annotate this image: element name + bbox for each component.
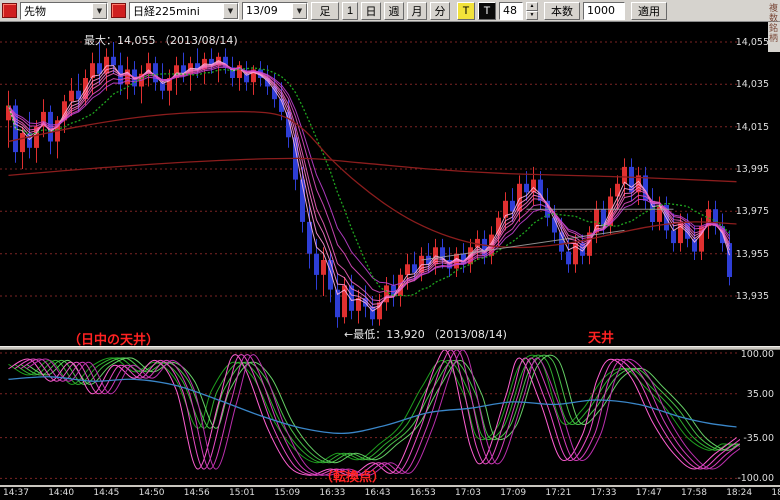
- oscillator-axis-label: -100.00: [737, 473, 774, 485]
- time-axis-label: 15:01: [229, 488, 255, 498]
- time-axis-label: 17:33: [590, 488, 617, 498]
- spinner-down-icon[interactable]: ▼: [526, 10, 538, 20]
- contract-month-value: 13/09: [246, 4, 278, 17]
- chevron-down-icon: ▼: [292, 2, 307, 19]
- ema-ribbon-layer: [8, 60, 730, 312]
- tick-black-button[interactable]: T: [478, 1, 496, 20]
- time-axis-label: 14:56: [183, 488, 210, 498]
- trendline-layer: [421, 208, 674, 261]
- time-axis-label: 17:09: [500, 488, 527, 498]
- tick-button[interactable]: T: [457, 1, 475, 20]
- time-axis-label: 16:53: [409, 488, 436, 498]
- ceiling-right-annotation: 天井: [588, 331, 615, 346]
- price-axis-label: 14,035: [735, 79, 769, 91]
- price-axis-label: 13,935: [735, 291, 769, 302]
- oscillator-gridlines: [0, 352, 740, 479]
- price-axis-label: 14,055: [735, 37, 769, 48]
- symbol-select[interactable]: 日経225mini ▼: [129, 1, 239, 20]
- instrument-red-square-icon[interactable]: [2, 3, 17, 18]
- period-button-1[interactable]: 1: [342, 1, 358, 20]
- multi-symbol-vertical-label[interactable]: 複数銘柄: [767, 3, 777, 43]
- price-chart-svg: [0, 41, 740, 328]
- bars-button[interactable]: 本数: [544, 1, 580, 20]
- symbol-red-square-icon[interactable]: [111, 3, 126, 18]
- oscillator-magenta-lines: [8, 349, 755, 476]
- chevron-down-icon: ▼: [92, 2, 107, 19]
- time-axis-label: 14:40: [48, 488, 75, 498]
- price-gridlines: [0, 41, 740, 297]
- oscillator-green-lines: [8, 354, 755, 464]
- time-axis-label: 14:45: [93, 488, 120, 498]
- time-axis-label: 16:43: [364, 488, 391, 498]
- price-axis-label: 13,995: [735, 164, 769, 175]
- price-axis-label: 14,015: [735, 121, 769, 133]
- oscillator-axis: 100.00 35.00 -35.00 -100.00: [737, 349, 780, 485]
- time-axis-label: 14:37: [3, 488, 29, 498]
- time-axis: 14:37 14:40 14:45 14:50 14:56 15:01 15:09 16:33…: [0, 487, 780, 500]
- oscillator-axis-label: -35.00: [743, 432, 774, 444]
- pane-splitter[interactable]: [0, 346, 780, 350]
- oscillator-pane[interactable]: （転換点）: [0, 349, 755, 485]
- red-ma-layer: [8, 110, 737, 249]
- time-axis-label: 16:33: [319, 488, 346, 498]
- price-axis-label: 13,975: [735, 206, 769, 218]
- time-axis-label: 17:58: [681, 488, 707, 498]
- instrument-select[interactable]: 先物 ▼: [20, 1, 108, 20]
- min-price-annotation: ←最低：13,920 （2013/08/14): [344, 328, 507, 341]
- price-chart-pane[interactable]: 最大：14,055 （2013/08/14) ←最低：13,920 （2013/…: [0, 22, 740, 348]
- period-button-minute[interactable]: 分: [430, 1, 450, 20]
- oscillator-axis-label: 100.00: [740, 349, 774, 360]
- symbol-select-value: 日経225mini: [133, 4, 200, 18]
- price-axis-label: 13,955: [735, 248, 769, 260]
- spinner-up-icon[interactable]: ▲: [526, 1, 538, 11]
- ceiling-left-annotation: （日中の天井）: [68, 333, 160, 348]
- interval-stepper: ▲ ▼: [526, 1, 538, 20]
- time-axis-label: 14:50: [138, 488, 165, 498]
- time-axis-label: 17:21: [545, 488, 572, 498]
- time-axis-label: 17:47: [635, 488, 662, 498]
- apply-button[interactable]: 適用: [631, 1, 667, 20]
- time-axis-label: 17:03: [455, 488, 481, 498]
- price-axis: 14,055 14,035 14,015 13,995 13,975 13,955 13,9…: [736, 22, 780, 346]
- instrument-select-value: 先物: [24, 4, 46, 18]
- bottom-splitter: [0, 485, 780, 487]
- time-axis-label: 18: [771, 488, 780, 498]
- bar-type-button[interactable]: 足: [311, 1, 339, 20]
- period-button-day[interactable]: 日: [361, 1, 381, 20]
- interval-input[interactable]: 48: [499, 1, 523, 20]
- period-button-week[interactable]: 週: [384, 1, 404, 20]
- period-button-month[interactable]: 月: [407, 1, 427, 20]
- green-ma-layer: [7, 67, 730, 297]
- chevron-down-icon: ▼: [223, 2, 238, 19]
- contract-month-select[interactable]: 13/09 ▼: [242, 1, 308, 20]
- oscillator-blue-line: [8, 376, 737, 434]
- time-axis-label: 15:09: [274, 488, 301, 498]
- toolbar: 先物 ▼ 日経225mini ▼ 13/09 ▼ 足 1 日 週 月 分 T T…: [0, 0, 780, 22]
- max-price-annotation: 最大：14,055 （2013/08/14): [84, 34, 238, 47]
- time-axis-label: 18:24: [726, 488, 753, 498]
- oscillator-svg: [0, 349, 755, 479]
- turning-point-annotation: （転換点）: [320, 470, 386, 485]
- bars-count-input[interactable]: 1000: [583, 1, 625, 20]
- oscillator-axis-label: 35.00: [746, 388, 774, 400]
